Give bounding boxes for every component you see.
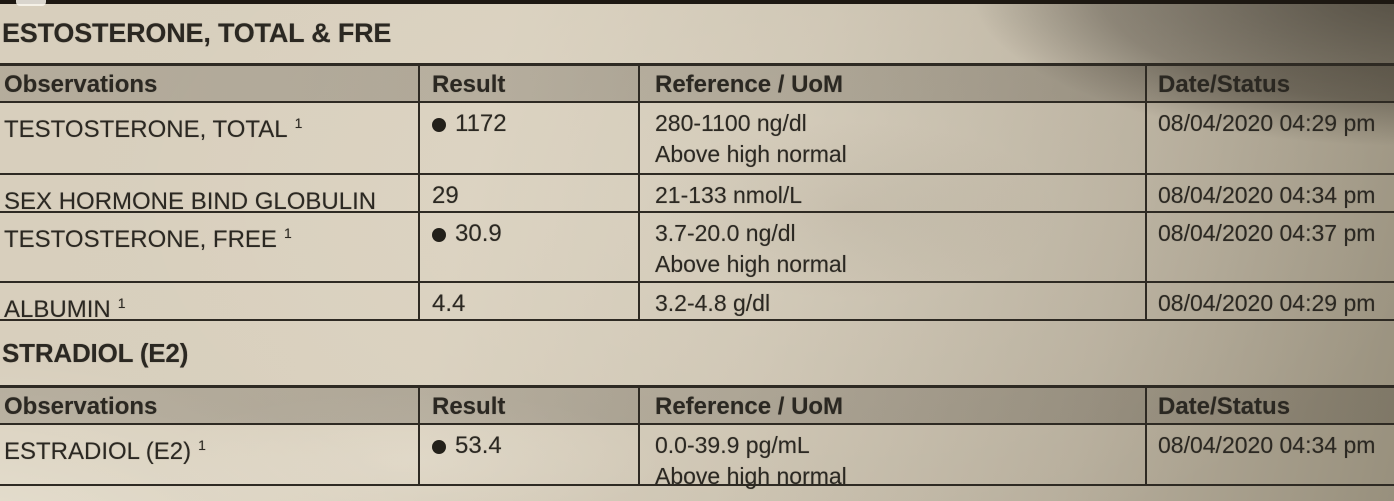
reference-cell: 21-133 nmol/L <box>640 175 1147 213</box>
date-status-cell: 08/04/2020 04:34 pm <box>1147 425 1394 486</box>
result-value: 4.4 <box>432 290 466 317</box>
reference-cell: 0.0-39.9 pg/mL Above high normal <box>640 425 1147 489</box>
table-row-shbg: SEX HORMONE BIND GLOBULIN 29 21-133 nmol… <box>0 175 1394 215</box>
paper-stain <box>640 120 1060 300</box>
abnormal-flag-icon <box>432 228 446 242</box>
col-header-observations: Observations <box>0 66 420 103</box>
col-header-date-status: Date/Status <box>1147 388 1394 425</box>
observation-name: TESTOSTERONE, TOTAL <box>4 116 288 143</box>
abnormal-note: Above high normal <box>655 251 847 277</box>
result-cell: 53.4 <box>420 425 640 486</box>
observation-cell: TESTOSTERONE, FREE 1 <box>0 213 420 283</box>
col-header-observations: Observations <box>0 388 420 425</box>
observation-name: ALBUMIN <box>4 296 111 323</box>
photo-top-edge <box>0 0 1394 4</box>
section-title-testosterone: ESTOSTERONE, TOTAL & FRE <box>2 18 392 48</box>
date-status-cell: 08/04/2020 04:34 pm <box>1147 175 1394 213</box>
reference-range: 280-1100 ng/dl <box>655 110 807 136</box>
estradiol-results-table: Observations Result Reference / UoM Date… <box>0 385 1394 489</box>
table-header-row: Observations Result Reference / UoM Date… <box>0 388 1394 425</box>
table-header-row: Observations Result Reference / UoM Date… <box>0 66 1394 103</box>
reference-range: 3.2-4.8 g/dl <box>655 290 771 316</box>
result-value: 30.9 <box>455 220 502 247</box>
abnormal-flag-icon <box>432 440 446 454</box>
section-title-estradiol: STRADIOL (E2) <box>2 338 189 368</box>
paper-stain <box>150 390 670 501</box>
result-cell: 29 <box>420 175 640 213</box>
abnormal-note: Above high normal <box>655 463 847 489</box>
reference-cell: 280-1100 ng/dl Above high normal <box>640 103 1147 175</box>
observation-cell: TESTOSTERONE, TOTAL 1 <box>0 103 420 175</box>
result-cell: 30.9 <box>420 213 640 283</box>
result-cell: 1172 <box>420 103 640 175</box>
observation-cell: ALBUMIN 1 <box>0 283 420 323</box>
result-value: 53.4 <box>455 432 502 459</box>
date-status-cell: 08/04/2020 04:29 pm <box>1147 103 1394 175</box>
col-header-result: Result <box>420 66 640 103</box>
observation-name: ESTRADIOL (E2) <box>4 438 192 465</box>
table-row-testosterone-free: TESTOSTERONE, FREE 1 30.9 3.7-20.0 ng/dl … <box>0 213 1394 283</box>
photo-glare-spot <box>16 0 46 6</box>
reference-range: 3.7-20.0 ng/dl <box>655 220 796 246</box>
reference-range: 21-133 nmol/L <box>655 182 803 208</box>
reference-cell: 3.2-4.8 g/dl <box>640 283 1147 321</box>
col-header-result: Result <box>420 388 640 425</box>
testosterone-results-table: Observations Result Reference / UoM Date… <box>0 63 1394 323</box>
result-value: 1172 <box>455 110 507 137</box>
observation-cell: ESTRADIOL (E2) 1 <box>0 425 420 486</box>
result-value: 29 <box>432 182 459 209</box>
table-row-albumin: ALBUMIN 1 4.4 3.2-4.8 g/dl 08/04/2020 04:… <box>0 283 1394 323</box>
footnote-marker: 1 <box>198 437 206 453</box>
reference-cell: 3.7-20.0 ng/dl Above high normal <box>640 213 1147 283</box>
date-status-cell: 08/04/2020 04:37 pm <box>1147 213 1394 283</box>
table-row-estradiol: ESTRADIOL (E2) 1 53.4 0.0-39.9 pg/mL Abov… <box>0 425 1394 489</box>
observation-name: TESTOSTERONE, FREE <box>4 226 277 253</box>
table-row-testosterone-total: TESTOSTERONE, TOTAL 1 1172 280-1100 ng/dl… <box>0 103 1394 175</box>
col-header-date-status: Date/Status <box>1147 66 1394 103</box>
observation-name: SEX HORMONE BIND GLOBULIN <box>4 188 377 215</box>
footnote-marker: 1 <box>283 225 292 241</box>
abnormal-note: Above high normal <box>655 141 847 167</box>
observation-cell: SEX HORMONE BIND GLOBULIN <box>0 175 420 215</box>
reference-range: 0.0-39.9 pg/mL <box>655 432 810 458</box>
date-status-cell: 08/04/2020 04:29 pm <box>1147 283 1394 321</box>
footnote-marker: 1 <box>294 115 303 131</box>
result-cell: 4.4 <box>420 283 640 321</box>
abnormal-flag-icon <box>432 118 446 132</box>
col-header-reference-uom: Reference / UoM <box>640 388 1147 425</box>
col-header-reference-uom: Reference / UoM <box>640 66 1147 103</box>
footnote-marker: 1 <box>117 295 126 311</box>
